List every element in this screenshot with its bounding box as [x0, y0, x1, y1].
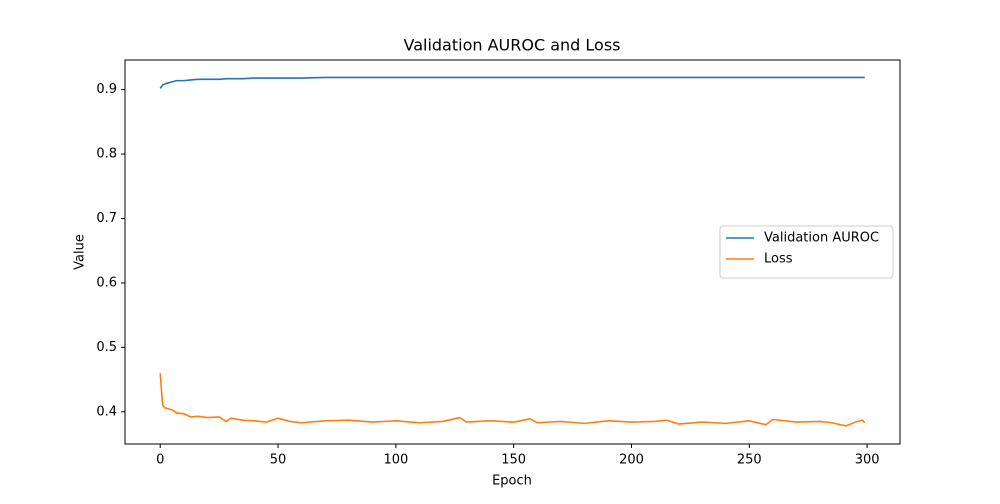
- legend-label: Validation AUROC: [764, 231, 879, 246]
- x-tick-label: 150: [501, 453, 526, 468]
- plot-frame: [124, 59, 901, 445]
- legend-box: [719, 225, 894, 279]
- y-tick-label: 0.6: [96, 275, 117, 290]
- y-tick-label: 0.9: [96, 82, 117, 97]
- x-axis-label: Epoch: [492, 474, 532, 489]
- y-tick-label: 0.7: [96, 211, 117, 226]
- y-axis-label: Value: [73, 234, 88, 270]
- x-tick-label: 50: [270, 453, 287, 468]
- data-line: [159, 373, 866, 427]
- y-tick-label: 0.8: [96, 147, 117, 162]
- x-tick-label: 300: [855, 453, 880, 468]
- x-tick-label: 100: [383, 453, 408, 468]
- x-tick-label: 0: [156, 453, 164, 468]
- chart-title: Validation AUROC and Loss: [404, 36, 621, 55]
- legend-label: Loss: [764, 252, 793, 267]
- data-line: [159, 76, 865, 89]
- x-tick-label: 200: [619, 453, 644, 468]
- x-tick-label: 250: [737, 453, 762, 468]
- y-tick-label: 0.5: [96, 340, 117, 355]
- y-tick-label: 0.4: [96, 404, 117, 419]
